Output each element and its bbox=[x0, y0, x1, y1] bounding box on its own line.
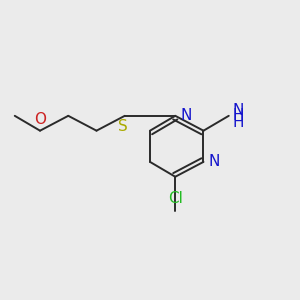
Text: N: N bbox=[209, 154, 220, 169]
Text: N: N bbox=[232, 103, 244, 118]
Text: H: H bbox=[232, 115, 244, 130]
Text: O: O bbox=[34, 112, 46, 127]
Text: S: S bbox=[118, 119, 128, 134]
Text: N: N bbox=[181, 108, 192, 123]
Text: H: H bbox=[232, 108, 244, 123]
Text: Cl: Cl bbox=[168, 191, 183, 206]
